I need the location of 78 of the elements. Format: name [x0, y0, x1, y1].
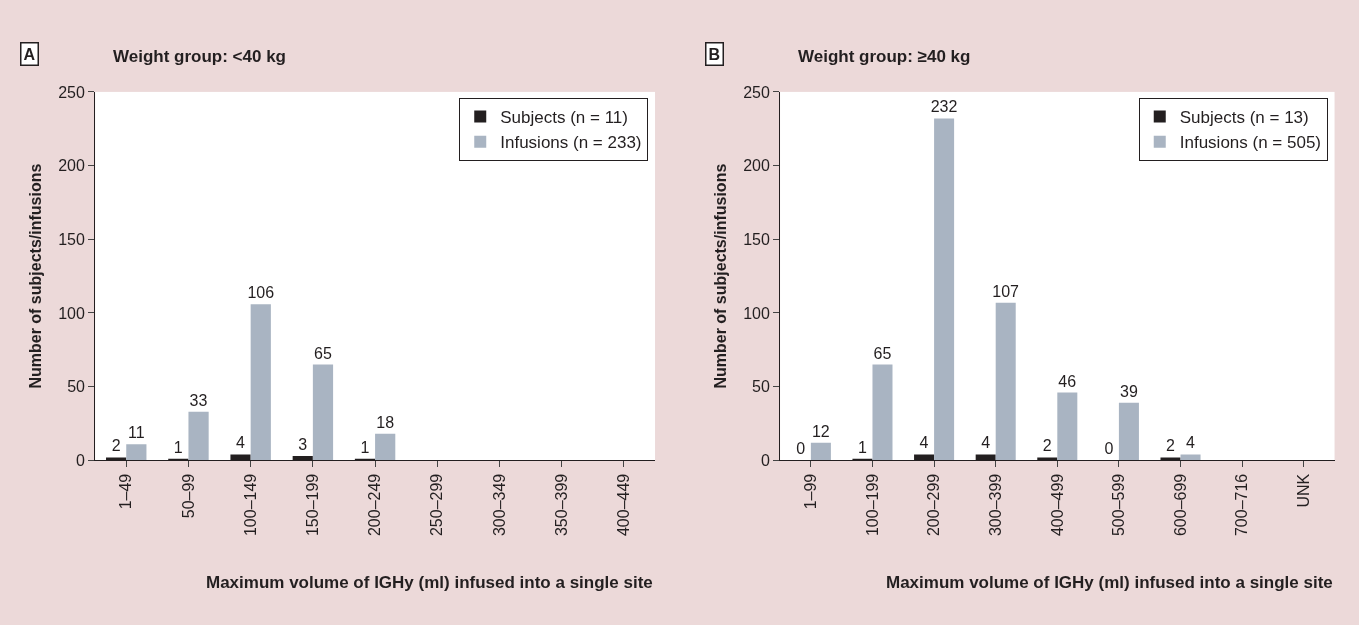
data-label: 39: [1119, 382, 1138, 400]
x-tick-label: 500–599: [1110, 473, 1128, 537]
y-tick-label: 0: [76, 451, 86, 469]
data-label: 4: [236, 434, 246, 452]
data-label: 106: [247, 284, 275, 302]
bar: [1118, 402, 1139, 461]
x-axis-title: Maximum volume of IGHy (ml) infused into a single site: [206, 573, 653, 592]
data-label: 65: [314, 344, 332, 362]
y-tick-label: 50: [752, 378, 770, 396]
x-tick-label: UNK: [1294, 473, 1312, 508]
data-label: 2: [1166, 437, 1176, 455]
x-axis-title: Maximum volume of IGHy (ml) infused into a single site: [886, 573, 1333, 592]
bar: [1180, 454, 1201, 461]
data-label: 33: [189, 391, 208, 409]
data-label: 4: [1186, 434, 1196, 452]
y-axis-title: Number of subjects/infusions: [712, 163, 730, 389]
y-tick-label: 200: [58, 157, 86, 175]
chart-title: Weight group: ≥40 kg: [798, 47, 971, 66]
x-tick-label: 1–99: [802, 473, 820, 510]
x-tick-label: 300–349: [490, 473, 508, 537]
data-label: 3: [298, 435, 308, 453]
data-label: 1: [360, 438, 370, 456]
y-tick-label: 50: [67, 378, 86, 396]
data-label: 0: [1104, 440, 1114, 458]
data-label: 0: [796, 440, 806, 458]
data-label: 11: [127, 424, 145, 442]
bar: [188, 411, 209, 461]
legend-label: Infusions (n = 233): [500, 133, 642, 153]
data-label: 1: [173, 438, 183, 456]
data-label: 18: [376, 413, 395, 431]
legend-label: Subjects (n = 13): [1179, 108, 1309, 128]
x-tick-label: 350–399: [552, 473, 570, 537]
x-tick-label: 100–199: [863, 473, 881, 537]
bar: [312, 364, 334, 461]
data-label: 12: [811, 422, 830, 440]
y-tick-label: 200: [743, 157, 770, 175]
x-tick-label: 400–449: [615, 473, 633, 537]
bar: [934, 118, 955, 461]
y-tick-label: 250: [58, 83, 86, 101]
chart-title: Weight group: <40 kg: [113, 47, 287, 66]
y-tick-label: 100: [58, 304, 86, 322]
x-tick-label: 600–699: [1171, 473, 1189, 537]
x-tick-label: 50–99: [179, 473, 197, 519]
text: B: [708, 45, 721, 63]
x-tick-label: 200–299: [925, 473, 943, 537]
x-tick-label: 1–49: [117, 473, 135, 510]
data-label: 2: [1042, 437, 1052, 455]
x-tick-label: 700–716: [1233, 473, 1251, 537]
x-tick-label: 300–399: [986, 473, 1004, 537]
data-label: 1: [857, 438, 867, 456]
data-label: 4: [919, 434, 929, 452]
x-tick-label: 400–499: [1048, 473, 1066, 537]
bar: [810, 442, 831, 461]
y-tick-label: 150: [743, 230, 770, 248]
data-label: 46: [1058, 372, 1077, 390]
bar: [995, 302, 1016, 461]
data-label: 65: [873, 344, 892, 362]
bar: [126, 444, 147, 461]
x-tick-label: 150–199: [304, 473, 322, 537]
data-label: 107: [992, 282, 1020, 300]
y-tick-label: 150: [58, 230, 86, 248]
x-tick-label: 100–149: [241, 473, 259, 537]
bar: [250, 304, 271, 461]
x-tick-label: 250–299: [428, 473, 446, 537]
x-tick-label: 200–249: [366, 473, 384, 537]
legend-label: Infusions (n = 505): [1179, 133, 1322, 153]
y-tick-label: 100: [743, 304, 770, 322]
bar: [375, 433, 396, 461]
text: A: [23, 45, 36, 63]
y-tick-label: 250: [743, 83, 770, 101]
y-axis-title: Number of subjects/infusions: [27, 163, 45, 389]
bar: [1057, 392, 1078, 461]
data-label: 4: [981, 434, 991, 452]
bar: [872, 364, 893, 461]
legend-label: Subjects (n = 11): [500, 108, 628, 128]
y-tick-label: 0: [760, 451, 770, 469]
data-label: 232: [930, 98, 958, 116]
data-label: 2: [111, 437, 121, 455]
